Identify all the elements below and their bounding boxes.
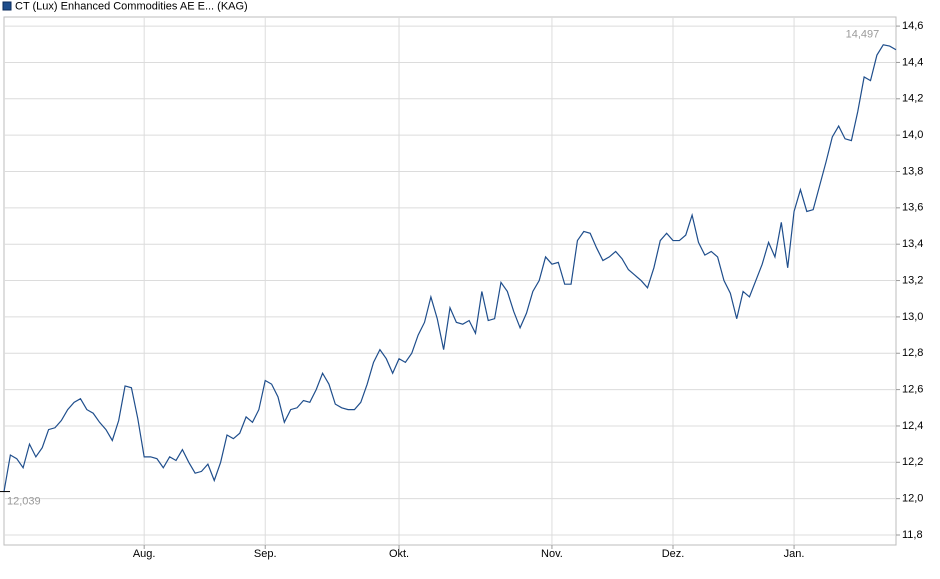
x-tick-label: Aug. (133, 548, 156, 560)
value-label: 12,039 (7, 495, 41, 507)
y-tick-label: 12,8 (902, 347, 923, 359)
x-tick-label: Jan. (784, 548, 805, 560)
y-tick-label: 13,4 (902, 238, 923, 250)
x-tick-label: Okt. (389, 548, 409, 560)
x-tick-label: Sep. (254, 548, 277, 560)
y-tick-label: 14,4 (902, 56, 923, 68)
legend-swatch (2, 1, 12, 11)
y-tick-label: 11,8 (902, 529, 923, 541)
y-tick-label: 12,0 (902, 493, 923, 505)
x-tick-label: Dez. (662, 548, 685, 560)
y-tick-label: 13,6 (902, 202, 923, 214)
y-tick-label: 12,2 (902, 456, 923, 468)
y-tick-label: 14,6 (902, 20, 923, 32)
x-tick-label: Nov. (541, 548, 563, 560)
y-tick-label: 13,8 (902, 165, 923, 177)
y-tick-label: 12,6 (902, 384, 923, 396)
y-tick-label: 12,4 (902, 420, 923, 432)
y-tick-label: 13,2 (902, 274, 923, 286)
y-tick-label: 14,0 (902, 129, 923, 141)
legend-label: CT (Lux) Enhanced Commodities AE E... (K… (15, 0, 248, 12)
price-line (3, 44, 897, 492)
y-tick-label: 14,2 (902, 93, 923, 105)
y-tick-label: 13,0 (902, 311, 923, 323)
value-label: 14,497 (846, 29, 880, 41)
